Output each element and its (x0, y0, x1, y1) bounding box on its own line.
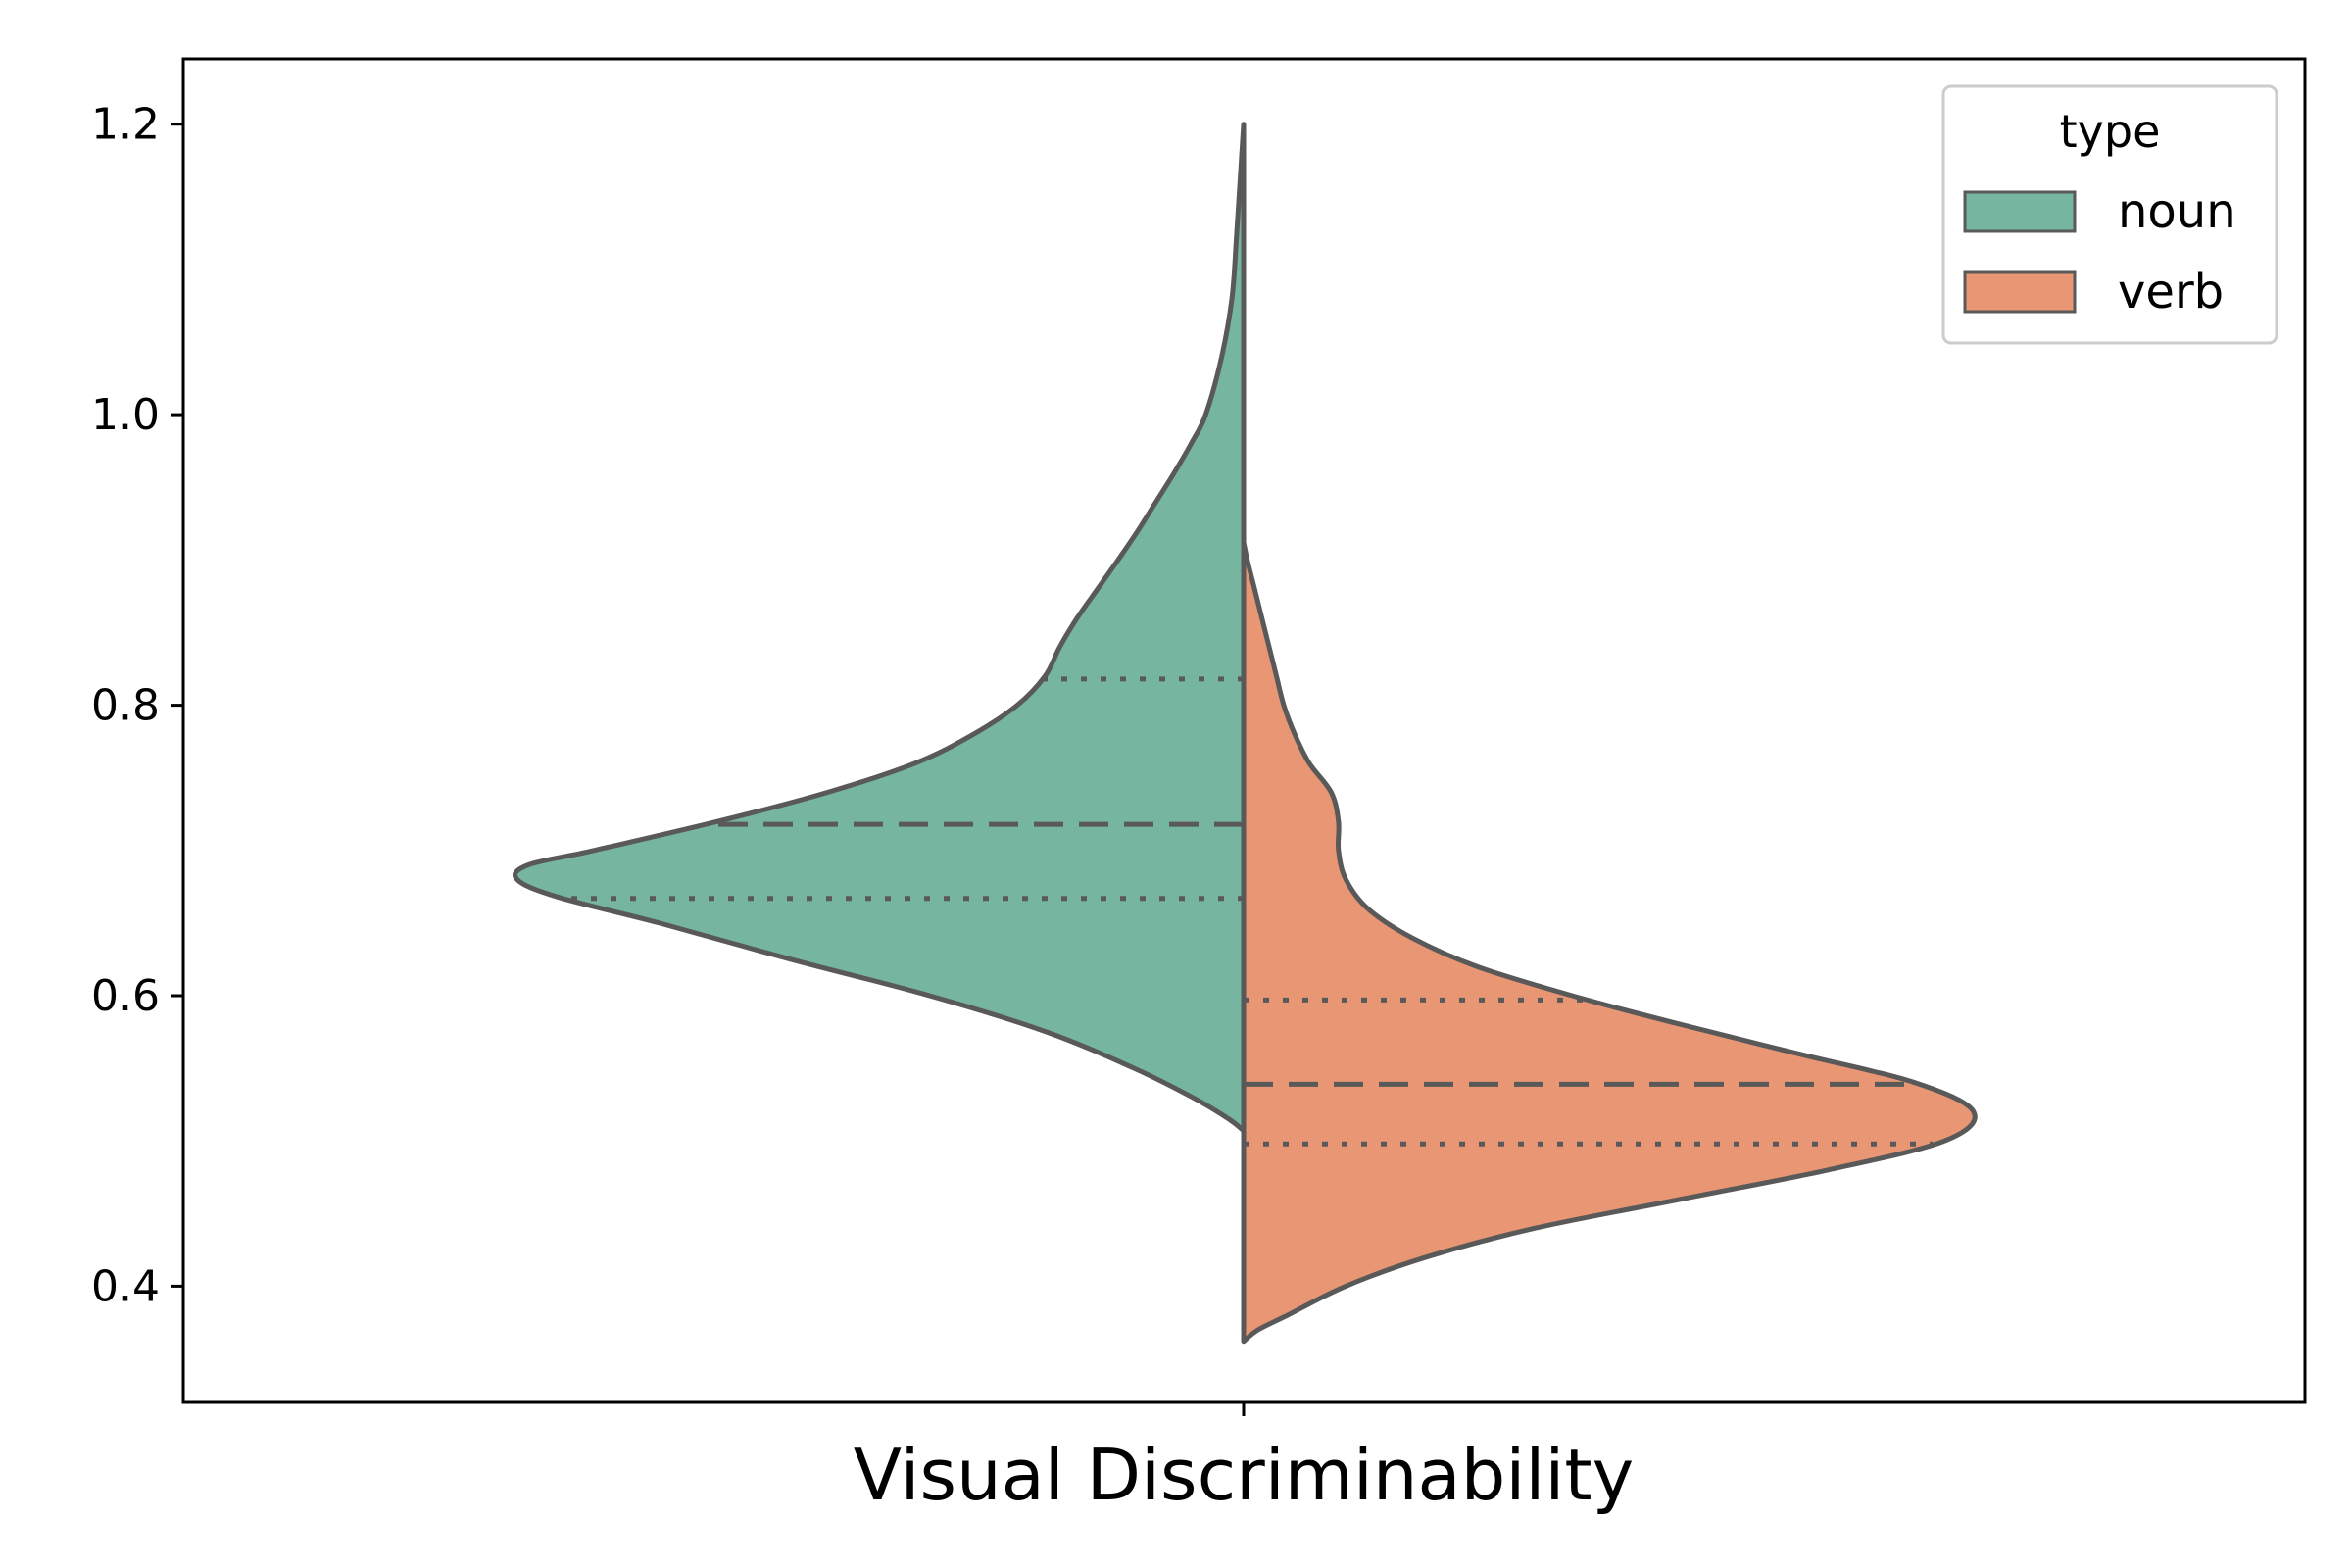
legend-label-verb: verb (2118, 265, 2224, 319)
y-tick-label: 1.0 (91, 390, 160, 440)
legend-title: type (2060, 105, 2161, 158)
axes: 0.4 0.6 0.8 1.0 1.2 (91, 57, 2307, 1416)
violin-body-verb (1241, 540, 1978, 1345)
plot-area (513, 122, 1978, 1345)
violin-noun (513, 122, 1247, 1134)
y-tick-label: 0.4 (91, 1261, 160, 1311)
x-category-label: Visual Discriminability (854, 1434, 1634, 1516)
y-tick-label: 0.6 (91, 971, 160, 1021)
legend-label-noun: noun (2118, 184, 2236, 239)
y-tick-label: 1.2 (91, 100, 160, 150)
y-tick-label: 0.8 (91, 681, 160, 731)
legend-swatch-verb (1963, 270, 2077, 314)
violin-body-noun (513, 122, 1247, 1134)
violin-verb (1241, 540, 1978, 1345)
legend-swatch-noun (1963, 190, 2077, 233)
legend: type noun verb (1941, 84, 2278, 345)
